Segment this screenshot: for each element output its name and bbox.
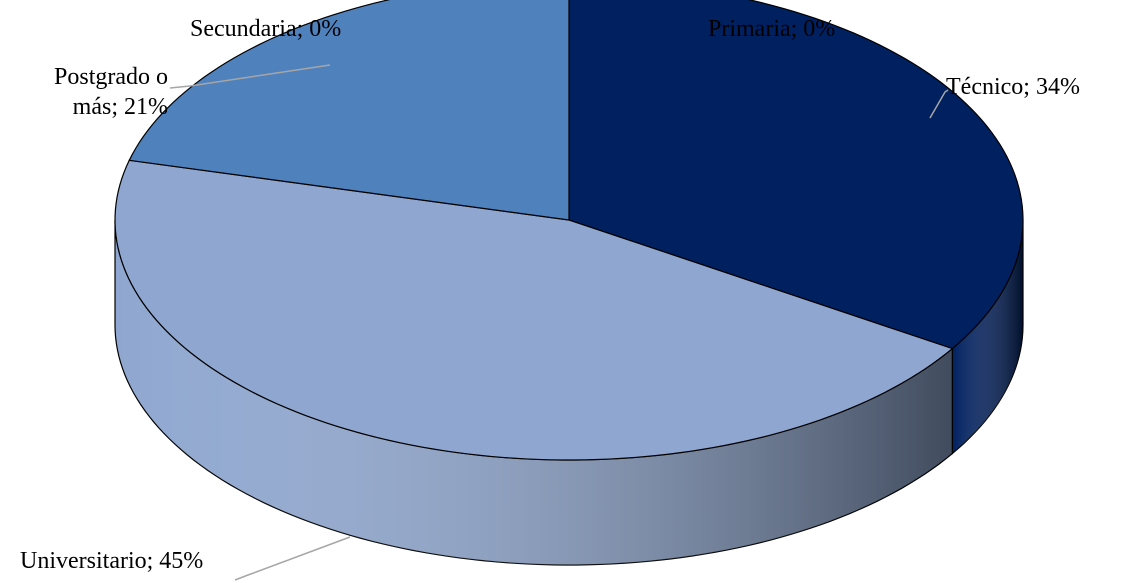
value-label: ; 21% <box>111 94 168 120</box>
data-label: Secundaria; 0% <box>190 14 490 44</box>
value-label: ; 0% <box>296 16 342 42</box>
category-name: Postgrado o más <box>54 64 168 120</box>
slice-side-shade <box>952 220 1023 454</box>
category-name: Primaria <box>708 16 791 42</box>
slice <box>128 0 570 221</box>
data-label: Postgrado o más; 21% <box>8 62 168 122</box>
slice-side-shade <box>115 220 953 565</box>
value-label: ; 45% <box>146 548 204 574</box>
leader-lines <box>169 64 949 581</box>
category-name: Universitario <box>20 548 147 574</box>
slice <box>568 0 1024 350</box>
category-name: Secundaria <box>190 16 297 42</box>
category-name: Técnico <box>946 74 1024 100</box>
slice <box>114 159 954 461</box>
value-label: ; 34% <box>1023 74 1080 100</box>
value-label: ; 0% <box>790 16 836 42</box>
data-label: Universitario; 45% <box>20 546 320 576</box>
data-label: Primaria; 0% <box>708 14 1008 44</box>
data-label: Técnico; 34% <box>946 72 1125 102</box>
